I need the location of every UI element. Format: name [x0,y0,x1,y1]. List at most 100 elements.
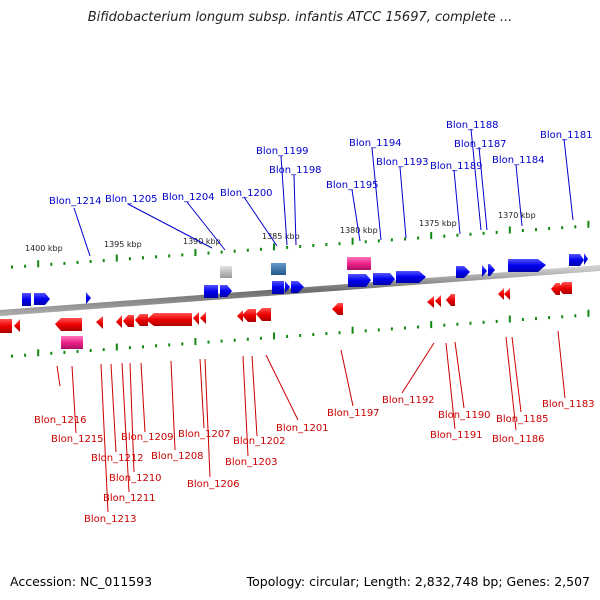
gene-feature[interactable] [558,282,572,294]
gene-label[interactable]: Blon_1195 [326,180,379,191]
gene-feature[interactable] [146,313,192,326]
scale-minor-tick [89,260,92,263]
rna-feature[interactable] [61,336,83,349]
gene-feature[interactable] [435,295,441,307]
gene-feature[interactable] [446,294,455,306]
gene-label[interactable]: Blon_1202 [233,436,286,447]
misc-feature[interactable] [271,263,286,275]
scale-minor-tick [443,234,446,238]
gene-label[interactable]: Blon_1200 [220,188,273,199]
scale-minor-tick [181,253,184,257]
pseudogene-feature[interactable] [220,266,232,278]
gene-label[interactable]: Blon_1188 [446,120,499,131]
gene-label[interactable]: Blon_1181 [540,130,593,141]
scale-label-1385: 1385 kbp [262,232,300,241]
gene-label[interactable]: Blon_1192 [382,395,435,406]
gene-feature[interactable] [0,319,12,333]
gene-feature[interactable] [14,319,20,332]
scale-minor-tick [390,238,393,242]
gene-label[interactable]: Blon_1208 [151,451,204,462]
gene-label[interactable]: Blon_1203 [225,457,278,468]
gene-label[interactable]: Blon_1197 [327,408,380,419]
gene-label[interactable]: Blon_1199 [256,146,309,157]
gene-label[interactable]: Blon_1187 [454,139,507,150]
gene-feature[interactable] [55,318,82,331]
scale-minor-tick [128,346,131,350]
scale-minor-tick [325,332,328,336]
gene-label[interactable]: Blon_1198 [269,165,322,176]
gene-feature[interactable] [498,288,504,300]
gene-feature[interactable] [373,273,395,285]
scale-minor-tick [561,226,564,230]
scale-minor-tick [168,343,171,347]
gene-feature[interactable] [204,285,218,298]
gene-label[interactable]: Blon_1211 [103,493,156,504]
gene-feature[interactable] [256,308,271,321]
gene-feature[interactable] [427,296,434,308]
gene-feature[interactable] [504,288,510,300]
gene-feature[interactable] [291,281,304,293]
gene-label[interactable]: Blon_1209 [121,432,174,443]
scale-minor-tick [155,344,158,348]
gene-feature[interactable] [135,314,148,326]
gene-label[interactable]: Blon_1184 [492,155,545,166]
rna-feature[interactable] [347,257,371,270]
gene-label[interactable]: Blon_1214 [49,196,102,207]
gene-label[interactable]: Blon_1189 [430,161,483,172]
gene-feature[interactable] [285,281,290,293]
gene-feature[interactable] [482,265,487,277]
gene-label[interactable]: Blon_1216 [34,415,87,426]
gene-feature[interactable] [86,292,91,304]
top-gene-labels: Blon_1214 Blon_1205 Blon_1204 Blon_1200 … [49,120,593,207]
gene-label[interactable]: Blon_1190 [438,410,491,421]
gene-label[interactable]: Blon_1186 [492,434,545,445]
gene-feature[interactable] [348,274,371,287]
scale-minor-tick [364,240,367,244]
gene-label[interactable]: Blon_1194 [349,138,402,149]
gene-label[interactable]: Blon_1185 [496,414,549,425]
gene-feature[interactable] [237,310,243,322]
gene-feature[interactable] [488,264,495,276]
scale-minor-tick [168,254,171,258]
gene-label[interactable]: Blon_1213 [84,514,137,525]
gene-feature[interactable] [200,312,206,324]
gene-feature[interactable] [116,315,122,328]
gene-feature[interactable] [508,259,546,272]
gene-label[interactable]: Blon_1212 [91,453,144,464]
gene-feature[interactable] [34,293,50,305]
gene-label[interactable]: Blon_1210 [109,473,162,484]
gene-label[interactable]: Blon_1204 [162,192,215,203]
gene-feature[interactable] [123,315,134,327]
scale-minor-tick [521,229,524,232]
gene-label[interactable]: Blon_1205 [105,194,158,205]
gene-feature[interactable] [242,309,256,322]
scale-minor-tick [495,319,498,323]
scale-major-tick [194,249,197,256]
gene-feature[interactable] [220,285,232,297]
scale-minor-tick [76,260,79,264]
gene-label[interactable]: Blon_1206 [187,479,240,490]
gene-label[interactable]: Blon_1183 [542,399,595,410]
gene-label[interactable]: Blon_1215 [51,434,104,445]
gene-label[interactable]: Blon_1191 [430,430,483,441]
gene-label[interactable]: Blon_1207 [178,429,231,440]
scale-minor-tick [102,348,105,352]
gene-feature[interactable] [332,303,343,315]
gene-label[interactable]: Blon_1201 [276,423,329,434]
scale-minor-tick [338,242,341,246]
scale-minor-tick [390,327,393,331]
gene-feature[interactable] [396,271,426,283]
gene-feature[interactable] [569,254,584,266]
gene-feature[interactable] [96,316,103,329]
gene-feature[interactable] [456,266,470,278]
gene-feature[interactable] [551,283,560,295]
scale-major-tick [351,237,354,245]
gene-feature[interactable] [584,253,588,265]
gene-feature[interactable] [272,281,284,294]
scale-major-tick [430,321,433,329]
gene-feature[interactable] [22,293,31,306]
gene-label[interactable]: Blon_1193 [376,157,429,168]
gene-feature[interactable] [193,312,199,325]
scale-minor-tick [76,349,79,353]
scale-minor-tick [377,239,380,243]
